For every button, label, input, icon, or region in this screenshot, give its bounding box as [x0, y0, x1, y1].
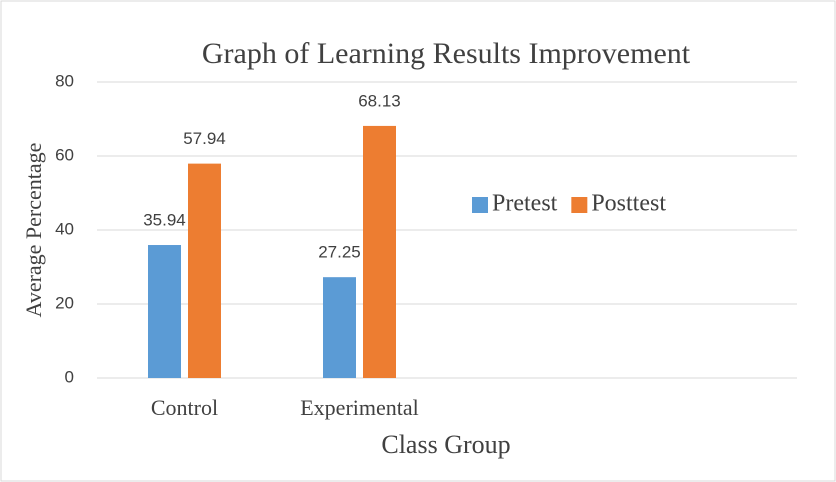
x-tick-label: Experimental [300, 395, 419, 420]
bar [148, 245, 181, 378]
legend-swatch [472, 197, 488, 213]
legend-swatch [571, 197, 588, 213]
chart-title: Graph of Learning Results Improvement [202, 37, 691, 70]
x-axis-label: Class Group [381, 430, 510, 459]
y-tick-label: 20 [55, 293, 74, 312]
legend-label: Posttest [591, 191, 666, 217]
legend-label: Pretest [492, 191, 558, 217]
y-tick-label: 40 [55, 219, 74, 238]
y-axis-label: Average Percentage [21, 143, 46, 318]
data-label: 27.25 [318, 243, 361, 262]
data-label: 57.94 [183, 129, 226, 148]
y-tick-label: 0 [65, 367, 74, 386]
bar [188, 163, 221, 378]
bar [323, 277, 356, 378]
y-tick-label: 60 [55, 145, 74, 164]
data-label: 35.94 [143, 211, 186, 230]
data-label: 68.13 [358, 91, 401, 110]
x-tick-label: Control [151, 395, 218, 420]
bar [363, 125, 396, 378]
y-tick-label: 80 [55, 71, 74, 90]
